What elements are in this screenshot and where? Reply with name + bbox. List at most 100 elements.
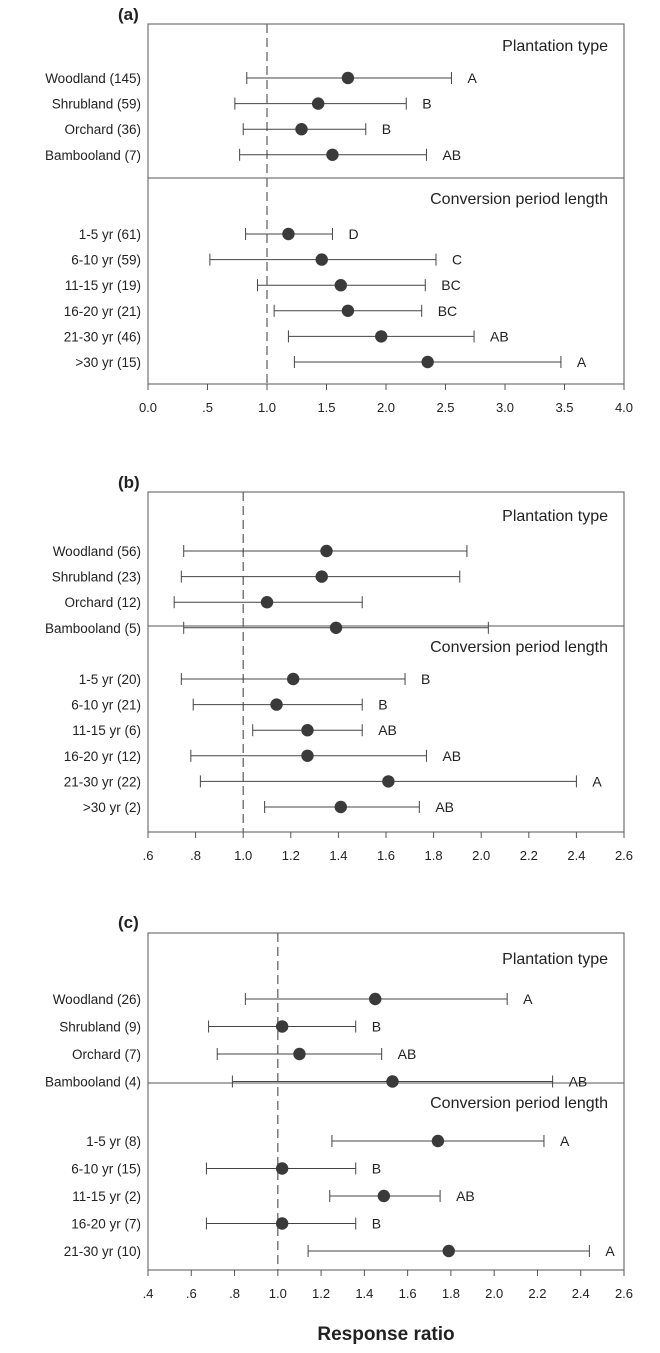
category-label: 16-20 yr (7) bbox=[71, 1217, 141, 1232]
category-label: Woodland (145) bbox=[45, 71, 141, 86]
significance-letter: D bbox=[348, 226, 358, 242]
significance-letter: AB bbox=[569, 1074, 588, 1090]
category-label: Orchard (7) bbox=[72, 1047, 141, 1062]
category-label: 1-5 yr (61) bbox=[79, 227, 141, 242]
category-label: Orchard (36) bbox=[64, 122, 141, 137]
category-label: 11-15 yr (2) bbox=[72, 1189, 141, 1204]
category-label: Shrubland (9) bbox=[59, 1020, 141, 1035]
category-label: 11-15 yr (19) bbox=[65, 278, 141, 293]
group-title: Plantation type bbox=[502, 38, 608, 55]
x-tick-label: 2.4 bbox=[572, 1286, 590, 1301]
significance-letter: B bbox=[382, 121, 391, 137]
mean-point bbox=[421, 355, 434, 369]
x-tick-label: 1.4 bbox=[329, 848, 347, 863]
mean-point bbox=[275, 1217, 289, 1230]
significance-letter: AB bbox=[378, 722, 397, 738]
x-tick-label: .6 bbox=[143, 848, 154, 863]
mean-point bbox=[293, 1047, 306, 1061]
mean-point bbox=[341, 71, 355, 85]
x-tick-label: 1.2 bbox=[312, 1286, 330, 1301]
significance-letter: BC bbox=[441, 277, 460, 293]
significance-letter: B bbox=[421, 671, 430, 687]
category-label: Bambooland (4) bbox=[45, 1075, 141, 1090]
x-tick-label: 1.6 bbox=[377, 848, 395, 863]
significance-letter: AB bbox=[442, 147, 461, 163]
category-label: 16-20 yr (12) bbox=[64, 749, 141, 764]
x-tick-label: .4 bbox=[143, 1286, 154, 1301]
significance-letter: A bbox=[523, 991, 533, 1007]
x-tick-label: .5 bbox=[202, 400, 213, 415]
group-title: Plantation type bbox=[502, 951, 608, 968]
category-label: 21-30 yr (22) bbox=[64, 774, 141, 789]
category-label: 16-20 yr (21) bbox=[64, 304, 141, 319]
significance-letter: BC bbox=[438, 303, 457, 319]
mean-point bbox=[260, 596, 274, 609]
category-label: 21-30 yr (46) bbox=[64, 329, 141, 344]
mean-point bbox=[375, 330, 388, 343]
mean-point bbox=[311, 97, 325, 110]
x-tick-label: .8 bbox=[190, 848, 201, 863]
category-label: Orchard (12) bbox=[64, 595, 141, 610]
mean-point bbox=[315, 570, 328, 583]
category-label: Bambooland (5) bbox=[45, 621, 141, 636]
mean-point bbox=[382, 775, 395, 788]
mean-point bbox=[377, 1189, 391, 1203]
panel-label: (a) bbox=[118, 5, 139, 24]
x-tick-label: 2.4 bbox=[567, 848, 585, 863]
x-tick-label: 3.0 bbox=[496, 400, 514, 415]
category-label: 1-5 yr (20) bbox=[79, 672, 141, 687]
significance-letter: B bbox=[378, 697, 387, 713]
significance-letter: AB bbox=[490, 328, 509, 344]
mean-point bbox=[334, 279, 347, 292]
group-title: Conversion period length bbox=[430, 1095, 608, 1112]
panel-label: (b) bbox=[118, 473, 140, 492]
category-label: 6-10 yr (21) bbox=[71, 698, 141, 713]
group-title: Conversion period length bbox=[430, 639, 608, 656]
significance-letter: A bbox=[560, 1133, 570, 1149]
category-label: Bambooland (7) bbox=[45, 148, 141, 163]
mean-point bbox=[301, 749, 314, 762]
mean-point bbox=[275, 1020, 289, 1033]
x-tick-label: 0.0 bbox=[139, 400, 157, 415]
significance-letter: A bbox=[605, 1243, 615, 1259]
x-tick-label: 1.8 bbox=[425, 848, 443, 863]
x-tick-label: 1.8 bbox=[442, 1286, 460, 1301]
x-axis-label: Response ratio bbox=[317, 1324, 454, 1345]
significance-letter: AB bbox=[435, 799, 454, 815]
x-tick-label: 2.6 bbox=[615, 848, 633, 863]
mean-point bbox=[286, 672, 300, 686]
x-tick-label: 1.6 bbox=[399, 1286, 417, 1301]
x-tick-label: 4.0 bbox=[615, 400, 633, 415]
mean-point bbox=[315, 253, 328, 266]
significance-letter: AB bbox=[442, 748, 461, 764]
mean-point bbox=[270, 698, 283, 711]
mean-point bbox=[329, 621, 343, 634]
group-title: Conversion period length bbox=[430, 191, 608, 208]
category-label: 21-30 yr (10) bbox=[64, 1244, 141, 1259]
significance-letter: A bbox=[467, 70, 477, 86]
x-tick-label: 2.2 bbox=[520, 848, 538, 863]
x-tick-label: 2.5 bbox=[436, 400, 454, 415]
x-tick-label: 2.0 bbox=[485, 1286, 503, 1301]
category-label: >30 yr (2) bbox=[83, 800, 141, 815]
x-tick-label: .8 bbox=[229, 1286, 240, 1301]
x-tick-label: 2.0 bbox=[377, 400, 395, 415]
category-label: >30 yr (15) bbox=[75, 355, 141, 370]
mean-point bbox=[386, 1075, 399, 1088]
mean-point bbox=[320, 544, 333, 558]
significance-letter: A bbox=[592, 773, 602, 789]
category-label: 6-10 yr (59) bbox=[71, 253, 141, 268]
significance-letter: B bbox=[372, 1161, 381, 1177]
category-label: 1-5 yr (8) bbox=[86, 1134, 141, 1149]
mean-point bbox=[295, 123, 308, 136]
significance-letter: B bbox=[422, 96, 431, 112]
panel-label: (c) bbox=[118, 913, 139, 932]
significance-letter: AB bbox=[456, 1188, 475, 1204]
category-label: Woodland (26) bbox=[53, 992, 141, 1007]
mean-point bbox=[431, 1134, 445, 1148]
mean-point bbox=[301, 724, 314, 737]
significance-letter: B bbox=[372, 1019, 381, 1035]
mean-point bbox=[341, 304, 355, 317]
category-label: Shrubland (59) bbox=[52, 97, 141, 112]
